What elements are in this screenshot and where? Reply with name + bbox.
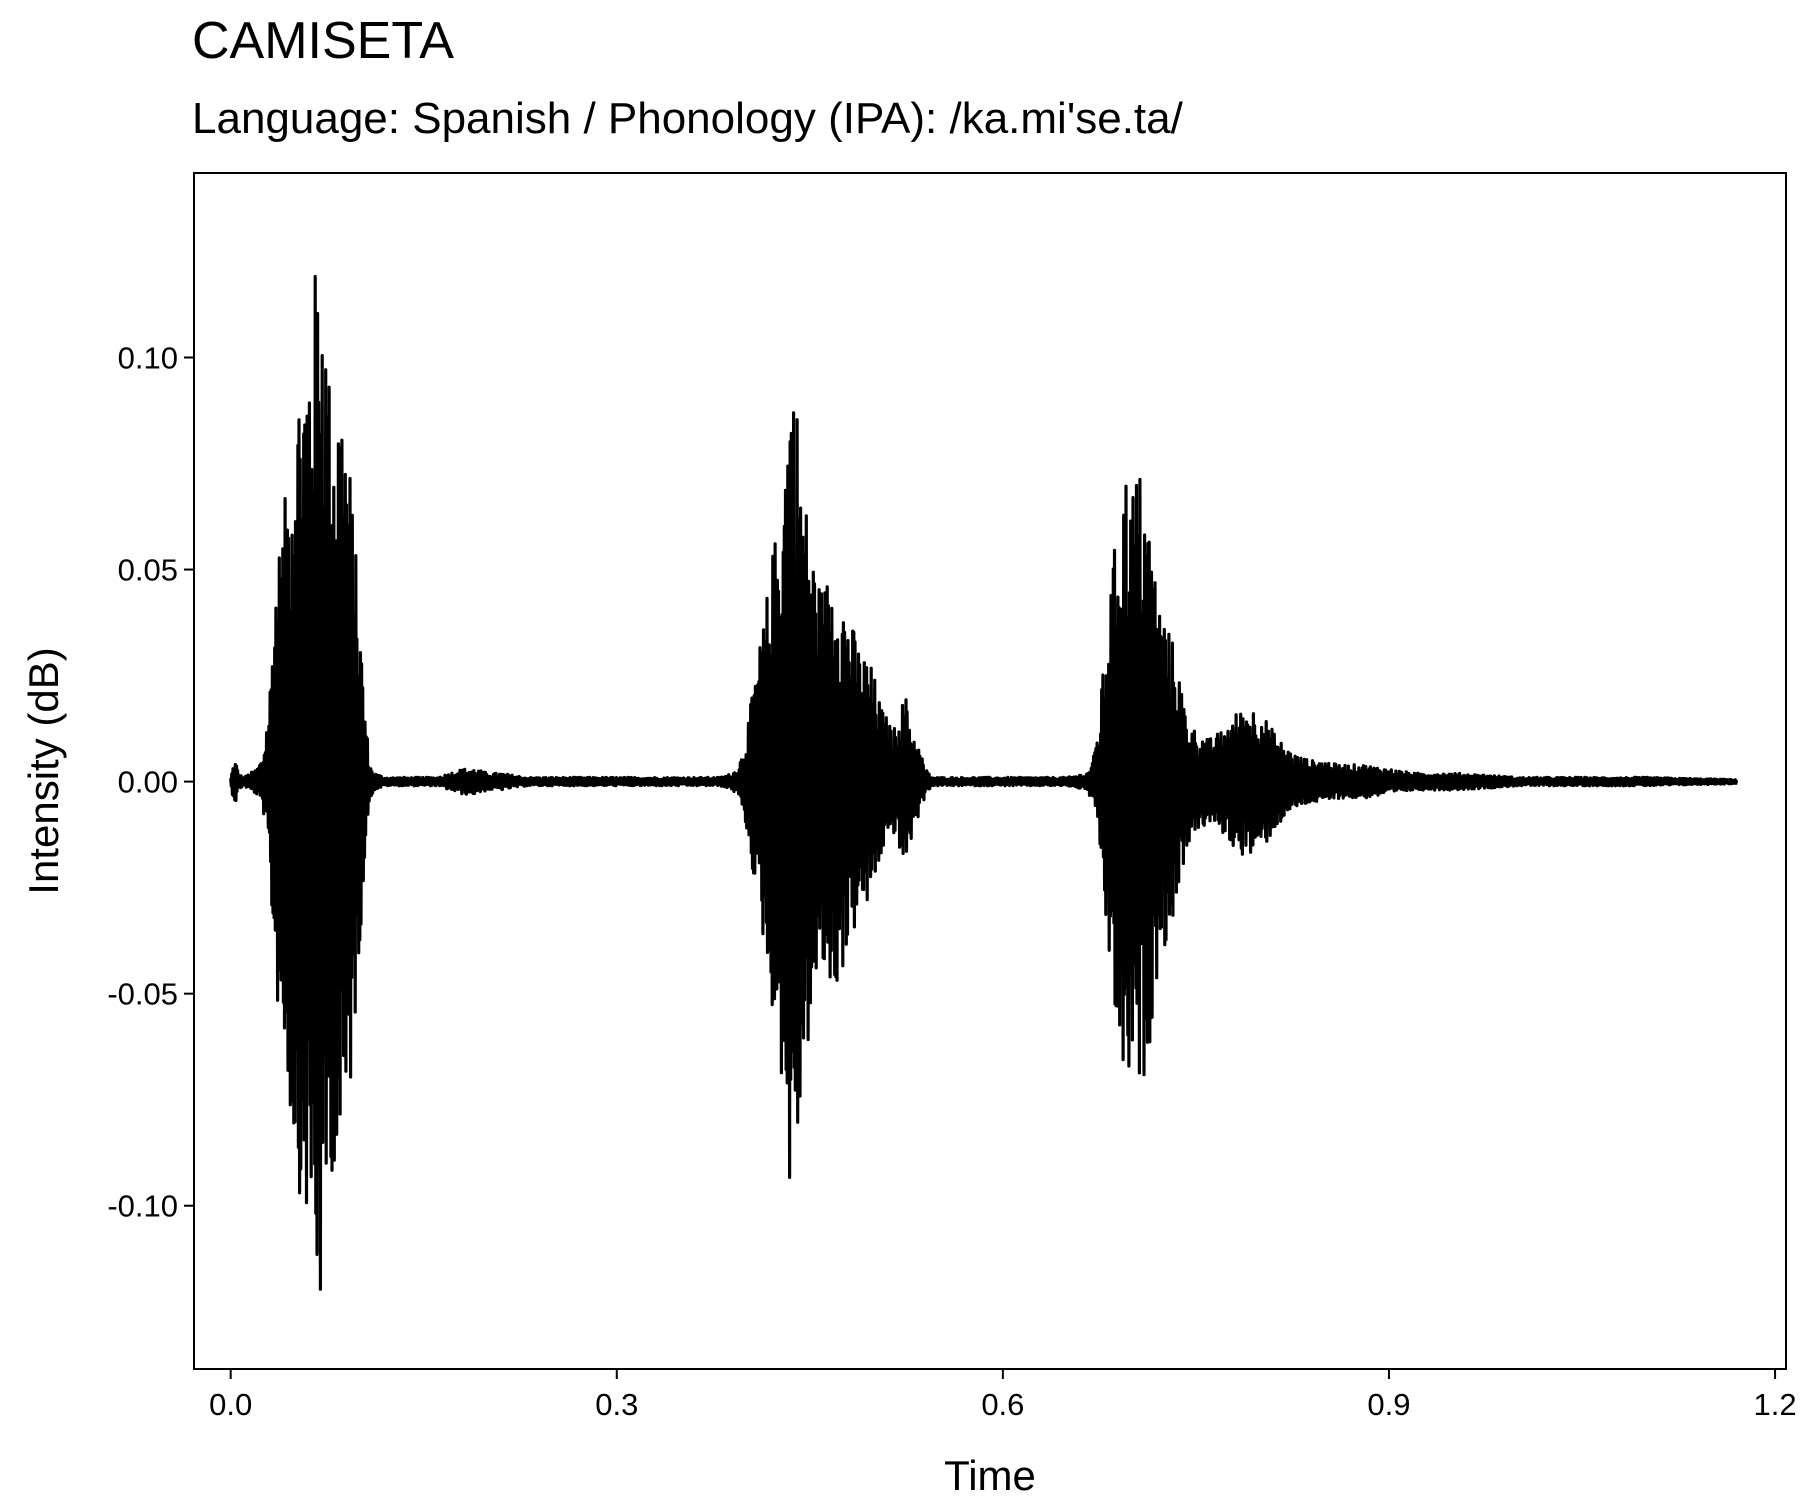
x-axis-title: Time — [944, 1452, 1036, 1499]
x-tick-label: 0.0 — [209, 1387, 252, 1422]
x-tick-label: 0.9 — [1367, 1387, 1410, 1422]
y-axis-title: Intensity (dB) — [20, 647, 67, 894]
x-tick-label: 1.2 — [1754, 1387, 1797, 1422]
waveform-layer — [229, 274, 1739, 1291]
y-axis: 0.10 0.05 0.00 -0.05 -0.10 — [107, 340, 194, 1224]
x-tick-label: 0.3 — [595, 1387, 638, 1422]
plot-panel — [193, 172, 1787, 1370]
y-tick-label: 0.05 — [118, 553, 178, 588]
y-tick-label: -0.10 — [107, 1189, 178, 1224]
x-axis: 0.0 0.3 0.6 0.9 1.2 — [209, 1369, 1797, 1422]
chart-title: CAMISETA — [192, 12, 454, 70]
x-tick-label: 0.6 — [981, 1387, 1024, 1422]
y-tick-label: 0.10 — [118, 340, 178, 375]
waveform-line — [229, 274, 1739, 1291]
chart-subtitle: Language: Spanish / Phonology (IPA): /ka… — [192, 94, 1183, 143]
y-tick-label: -0.05 — [107, 977, 178, 1012]
y-tick-label: 0.00 — [118, 765, 178, 800]
